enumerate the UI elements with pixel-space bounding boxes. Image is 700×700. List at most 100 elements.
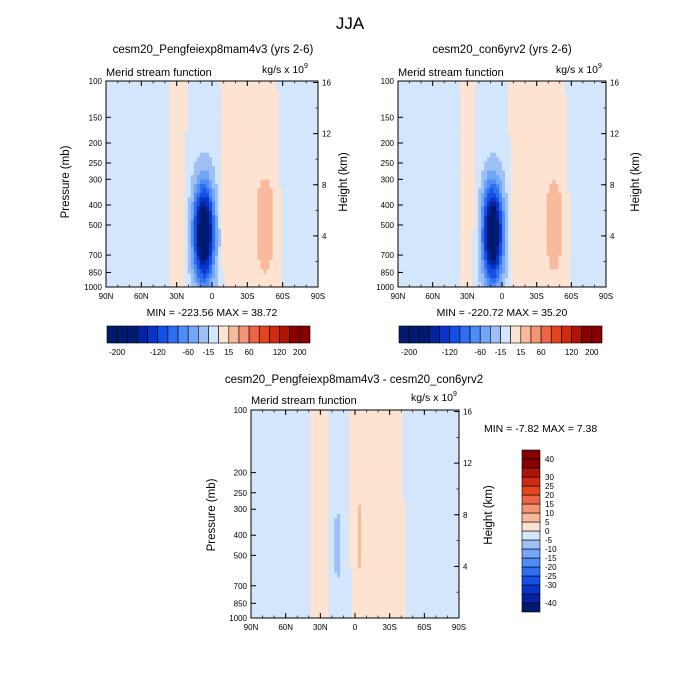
contour-cell — [239, 89, 243, 95]
contour-cell — [472, 148, 476, 154]
contour-cell — [576, 121, 580, 127]
contour-cell — [224, 81, 228, 86]
contour-cell — [398, 148, 402, 154]
contour-cell — [484, 121, 488, 127]
contour-cell — [139, 85, 143, 91]
contour-cell — [112, 219, 116, 225]
contour-cell — [245, 264, 249, 270]
contour-cell — [202, 116, 207, 122]
contour-cell — [561, 143, 565, 149]
contour-cell — [215, 188, 219, 194]
contour-cell — [308, 210, 313, 216]
contour-cell — [454, 81, 458, 86]
contour-cell — [305, 94, 310, 100]
contour-cell — [145, 201, 149, 207]
contour-cell — [218, 148, 222, 154]
contour-cell — [463, 166, 467, 171]
contour-cell — [208, 103, 213, 109]
contour-cell — [472, 89, 476, 95]
contour-cell — [166, 94, 170, 100]
contour-cell — [487, 179, 491, 185]
contour-cell — [290, 157, 295, 163]
contour-cell — [448, 175, 452, 180]
contour-cell — [412, 179, 417, 185]
contour-cell — [118, 260, 122, 266]
contour-cell — [124, 188, 128, 194]
contour-cell — [127, 125, 131, 131]
contour-cell — [266, 264, 270, 270]
colorbar-label: 120 — [273, 348, 287, 357]
contour-cell — [409, 152, 414, 158]
contour-cell — [269, 246, 273, 252]
contour-cell — [236, 148, 240, 154]
contour-cell — [233, 228, 237, 234]
contour-cell — [522, 179, 527, 185]
contour-cell — [305, 264, 310, 270]
contour-cell — [133, 184, 137, 189]
contour-cell — [199, 85, 204, 91]
contour-cell — [478, 116, 482, 122]
contour-cell — [513, 81, 518, 86]
contour-cell — [178, 98, 183, 104]
contour-cell — [233, 143, 237, 149]
contour-cell — [299, 188, 304, 194]
contour-cell — [573, 152, 577, 158]
contour-cell — [130, 215, 134, 221]
contour-cell — [251, 112, 255, 118]
contour-cell — [603, 121, 607, 127]
contour-cell — [154, 260, 158, 266]
contour-cell — [236, 143, 240, 149]
contour-cell — [112, 85, 116, 91]
contour-cell — [121, 242, 125, 248]
contour-cell — [184, 219, 189, 225]
y-axis-label-right: Height (km) — [630, 152, 642, 212]
contour-cell — [502, 116, 506, 122]
contour-cell — [290, 215, 295, 221]
contour-cell — [481, 94, 485, 100]
contour-cell — [181, 130, 186, 136]
contour-cell — [484, 81, 488, 86]
contour-cell — [169, 219, 174, 225]
contour-cell — [245, 152, 249, 158]
contour-cell — [169, 125, 174, 131]
contour-cell — [299, 170, 304, 176]
contour-cell — [314, 255, 319, 261]
contour-cell — [166, 143, 170, 149]
contour-cell — [302, 112, 307, 118]
contour-cell — [272, 192, 276, 198]
contour-cell — [314, 103, 319, 109]
contour-cell — [121, 201, 125, 207]
contour-cell — [224, 134, 228, 140]
contour-cell — [421, 107, 426, 113]
contour-cell — [205, 237, 210, 243]
contour-cell — [227, 107, 231, 113]
contour-cell — [248, 264, 252, 270]
contour-cell — [187, 170, 192, 176]
contour-cell — [275, 179, 280, 185]
contour-cell — [115, 170, 119, 176]
contour-cell — [448, 148, 452, 154]
contour-cell — [230, 233, 234, 239]
contour-cell — [248, 103, 252, 109]
contour-cell — [496, 139, 500, 145]
contour-cell — [460, 148, 464, 154]
contour-cell — [175, 116, 180, 122]
contour-cell — [163, 278, 167, 283]
contour-cell — [519, 143, 524, 149]
contour-cell — [181, 184, 186, 189]
contour-cell — [193, 179, 198, 185]
contour-cell — [196, 201, 201, 207]
contour-cell — [215, 206, 219, 212]
contour-cell — [293, 273, 298, 279]
contour-cell — [242, 206, 246, 212]
contour-cell — [190, 89, 195, 95]
contour-cell — [266, 184, 270, 189]
contour-cell — [118, 255, 122, 261]
contour-cell — [299, 81, 304, 86]
contour-cell — [552, 139, 556, 145]
contour-cell — [278, 188, 283, 194]
contour-cell — [190, 269, 195, 274]
contour-cell — [263, 161, 267, 167]
contour-cell — [293, 85, 298, 91]
contour-cell — [106, 210, 110, 216]
